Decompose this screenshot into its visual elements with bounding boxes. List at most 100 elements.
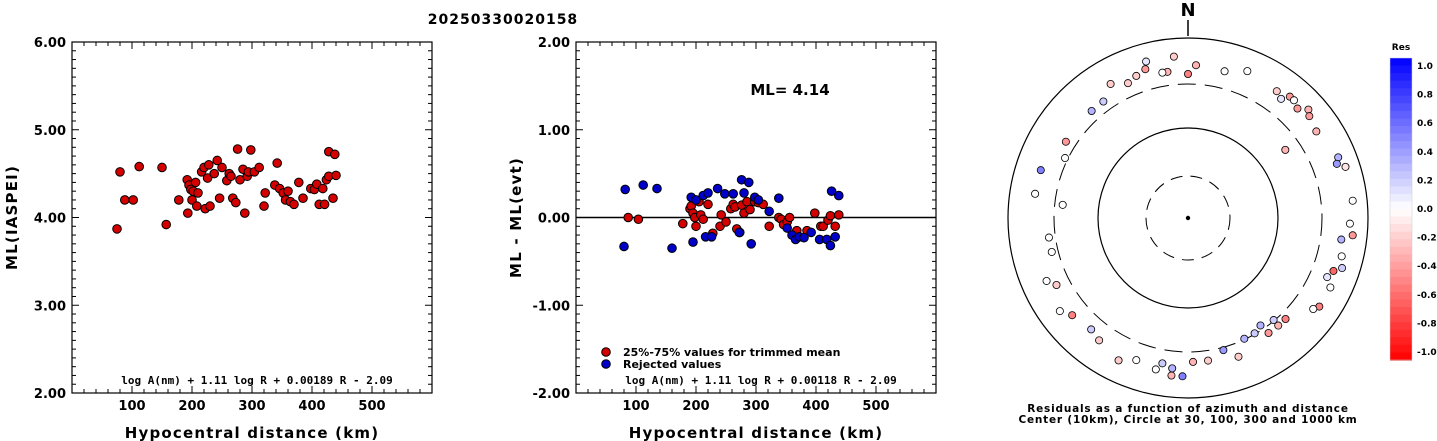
trimmed-mean-point <box>703 199 713 210</box>
azimuth-residual-point <box>1058 200 1067 209</box>
colorbar-segment <box>1390 307 1412 316</box>
azimuth-residual-point <box>1132 356 1141 365</box>
y-tick-label: 0.00 <box>538 212 570 227</box>
colorbar-segment <box>1390 337 1412 346</box>
x-tick-label: 200 <box>682 399 709 414</box>
data-point <box>120 195 130 205</box>
azimuth-residual-point <box>1234 352 1243 361</box>
azimuth-residual-point <box>1192 61 1201 70</box>
residual-colorbar: Res 1.0 0.8 0.6 0.4 0.2 0.0 -0.2 -0.4 -0.6 -0.8 -1.… <box>1389 43 1437 361</box>
data-point <box>190 177 201 188</box>
colorbar-segment <box>1390 299 1412 308</box>
azimuth-residual-point <box>1042 276 1051 285</box>
azimuth-residual-point <box>1158 359 1167 368</box>
colorbar-tick-label: -0.4 <box>1417 262 1437 272</box>
data-point <box>330 149 340 160</box>
colorbar-tick-label: 0.0 <box>1417 205 1433 215</box>
colorbar-tick-label: 0.2 <box>1417 176 1433 186</box>
plot-frame <box>71 41 433 394</box>
rejected-point <box>619 241 629 252</box>
data-point <box>318 183 328 194</box>
azimuth-residual-point <box>1323 273 1332 282</box>
azimuth-residual-point <box>1277 94 1286 103</box>
y-axis-title: ML - ML(evt) <box>507 157 525 278</box>
azimuth-residual-point <box>1044 233 1053 242</box>
azimuth-residual-point <box>1220 67 1229 76</box>
azimuth-residual-point <box>1087 325 1096 334</box>
y-tick-label: 4.00 <box>34 212 66 227</box>
x-tick-label: 500 <box>862 399 889 414</box>
azimuth-residual-point <box>1167 371 1176 380</box>
colorbar-segment <box>1390 186 1412 195</box>
colorbar-segment <box>1390 193 1412 203</box>
colorbar-segment <box>1390 118 1412 127</box>
colorbar-tick-label: 0.4 <box>1417 148 1433 158</box>
azimuth-residual-point <box>1151 365 1160 374</box>
colorbar-tick-label: -1.0 <box>1417 348 1437 358</box>
data-point <box>283 186 293 196</box>
rejected-point <box>706 232 717 242</box>
rejected-point <box>825 240 836 251</box>
rejected-point <box>712 183 723 194</box>
azimuth-residual-point <box>1068 311 1077 320</box>
azimuth-residual-point <box>1269 316 1278 325</box>
data-point <box>294 177 304 188</box>
data-point <box>157 162 167 173</box>
data-point <box>259 201 269 211</box>
x-tick-label: 300 <box>238 399 265 414</box>
north-label: N <box>1180 0 1195 21</box>
colorbar-segment <box>1390 178 1412 187</box>
azimuth-residual-point <box>1169 52 1178 61</box>
data-point <box>209 168 219 179</box>
azimuth-residual-point <box>1052 281 1061 290</box>
azimuth-residual-point <box>1168 364 1177 373</box>
outer-circle-1000km <box>1007 37 1369 399</box>
colorbar-tick-label: 1.0 <box>1417 62 1433 72</box>
x-axis-title: Hypocentral distance (km) <box>629 424 884 441</box>
data-point <box>240 208 250 218</box>
azimuth-residual-point <box>1256 321 1265 330</box>
azimuth-residual-point <box>1274 321 1283 330</box>
rejected-point <box>652 183 662 194</box>
x-tick-label: 500 <box>358 399 385 414</box>
ml-vs-distance-plot: 100 200 300 400 500 2.00 3.00 4.00 5.00 6.00 Hypoc… <box>3 36 433 441</box>
legend-marker <box>601 347 611 357</box>
trimmed-mean-point <box>678 218 688 229</box>
rejected-point <box>734 227 745 238</box>
rejected-point <box>806 227 817 238</box>
data-point <box>212 155 222 166</box>
colorbar-segment <box>1390 125 1412 135</box>
y-tick-label: 2.00 <box>34 387 66 402</box>
colorbar-segment <box>1390 148 1412 157</box>
colorbar-segment <box>1390 73 1412 82</box>
azimuth-residual-point <box>1304 105 1313 114</box>
colorbar-title: Res <box>1392 43 1410 53</box>
rejected-point <box>830 232 841 242</box>
azimuth-residual-point <box>1189 357 1198 366</box>
azimuth-residual-point <box>1061 137 1070 146</box>
data-point <box>231 197 241 208</box>
colorbar-segment <box>1390 80 1412 89</box>
colorbar-segment <box>1390 261 1412 270</box>
rejected-point <box>764 206 775 217</box>
data-point <box>115 167 125 177</box>
data-point <box>298 193 308 203</box>
azimuth-residual-point <box>1281 314 1290 323</box>
data-point <box>134 161 144 172</box>
y-tick-label: -2.00 <box>533 387 570 402</box>
azimuth-residual-point <box>1106 79 1115 88</box>
y-tick-label: -1.00 <box>533 299 570 314</box>
colorbar-segment <box>1390 133 1412 142</box>
azimuth-residual-point <box>1243 67 1252 76</box>
x-tick-label: 300 <box>742 399 769 414</box>
azimuth-residual-point <box>1272 87 1281 96</box>
azimuth-residual-point <box>1114 356 1123 365</box>
legend-label: Rejected values <box>623 358 722 371</box>
colorbar-segment <box>1390 216 1412 225</box>
colorbar-segment <box>1390 269 1412 278</box>
rejected-point <box>667 243 677 254</box>
data-point <box>192 201 202 211</box>
formula-text: log A(nm) + 1.11 log R + 0.00118 R - 2.0… <box>625 374 897 387</box>
rejected-point <box>703 188 713 198</box>
x-tick-label: 400 <box>298 399 325 414</box>
